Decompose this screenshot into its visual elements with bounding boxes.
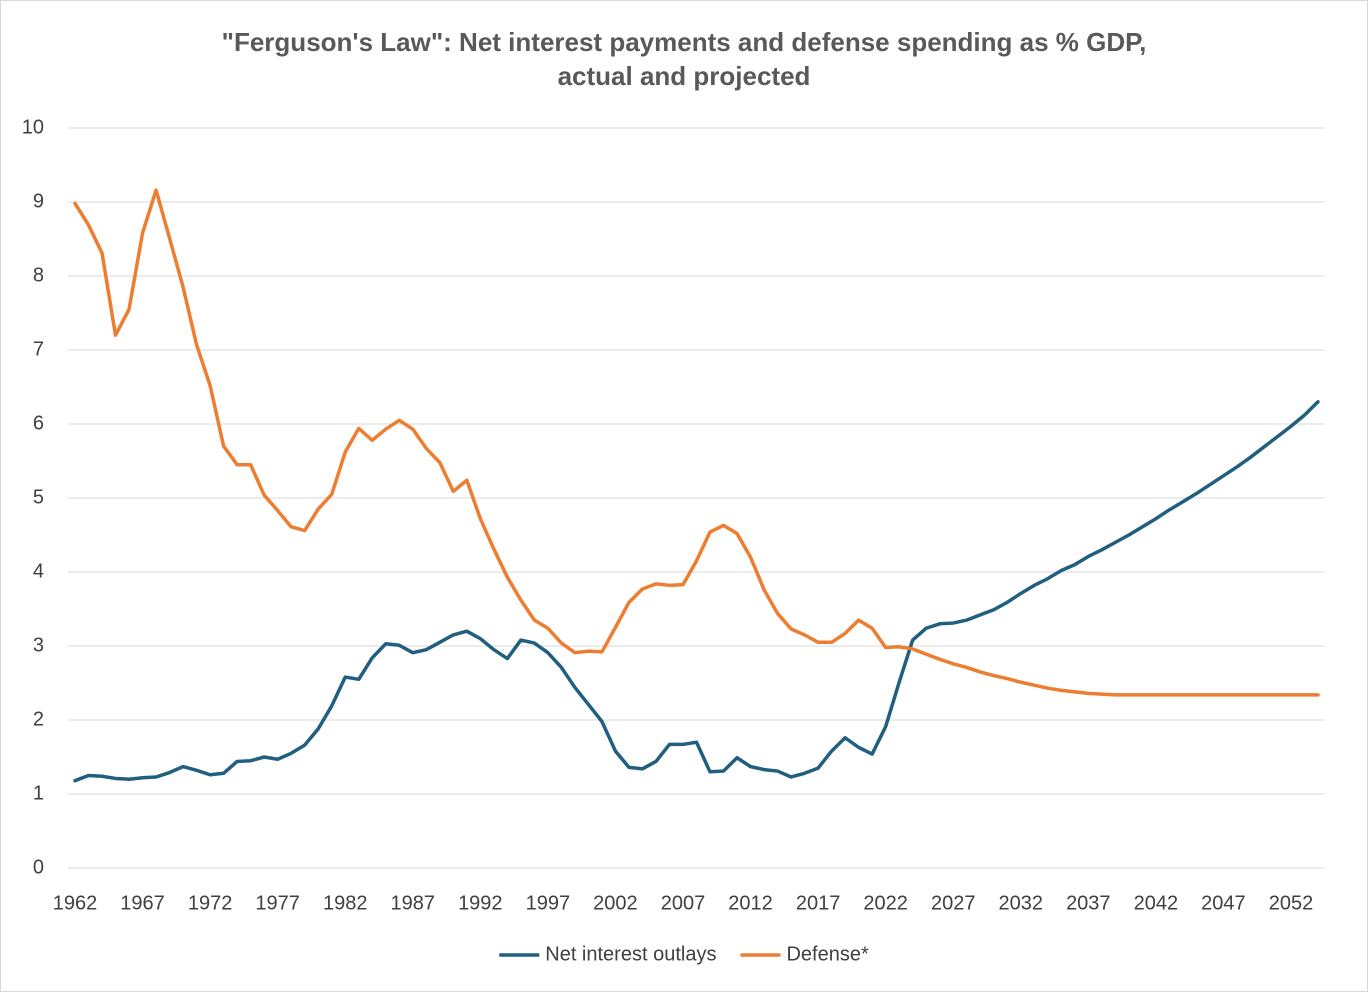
y-tick-label: 0 xyxy=(33,856,44,878)
y-tick-label: 10 xyxy=(22,116,44,138)
x-tick-label: 2007 xyxy=(661,892,706,914)
series-line xyxy=(73,400,1320,783)
x-tick-label: 1982 xyxy=(323,892,368,914)
y-tick-label: 6 xyxy=(33,412,44,434)
y-tick-label: 2 xyxy=(33,708,44,730)
y-tick-label: 4 xyxy=(33,560,44,582)
x-tick-label: 1997 xyxy=(526,892,571,914)
legend-label: Defense* xyxy=(786,943,868,965)
x-tick-label: 2032 xyxy=(999,892,1044,914)
chart-title: "Ferguson's Law": Net interest payments … xyxy=(222,27,1147,57)
x-tick-label: 2022 xyxy=(863,892,908,914)
x-tick-label: 2052 xyxy=(1269,892,1314,914)
x-tick-label: 2027 xyxy=(931,892,976,914)
y-tick-label: 7 xyxy=(33,338,44,360)
chart-title: actual and projected xyxy=(558,61,811,91)
x-tick-label: 1987 xyxy=(391,892,436,914)
y-tick-label: 9 xyxy=(33,190,44,212)
x-tick-label: 2002 xyxy=(593,892,638,914)
x-tick-label: 1967 xyxy=(120,892,165,914)
y-tick-label: 1 xyxy=(33,782,44,804)
x-tick-label: 2042 xyxy=(1134,892,1179,914)
y-tick-label: 3 xyxy=(33,634,44,656)
x-tick-label: 2037 xyxy=(1066,892,1111,914)
x-tick-label: 1972 xyxy=(188,892,233,914)
x-tick-label: 2047 xyxy=(1201,892,1246,914)
x-tick-label: 2012 xyxy=(728,892,773,914)
x-tick-label: 1962 xyxy=(53,892,98,914)
x-tick-label: 2017 xyxy=(796,892,841,914)
series-line xyxy=(73,188,1320,697)
y-tick-label: 8 xyxy=(33,264,44,286)
x-tick-label: 1977 xyxy=(255,892,300,914)
x-tick-label: 1992 xyxy=(458,892,503,914)
y-tick-label: 5 xyxy=(33,486,44,508)
legend-label: Net interest outlays xyxy=(545,943,716,965)
